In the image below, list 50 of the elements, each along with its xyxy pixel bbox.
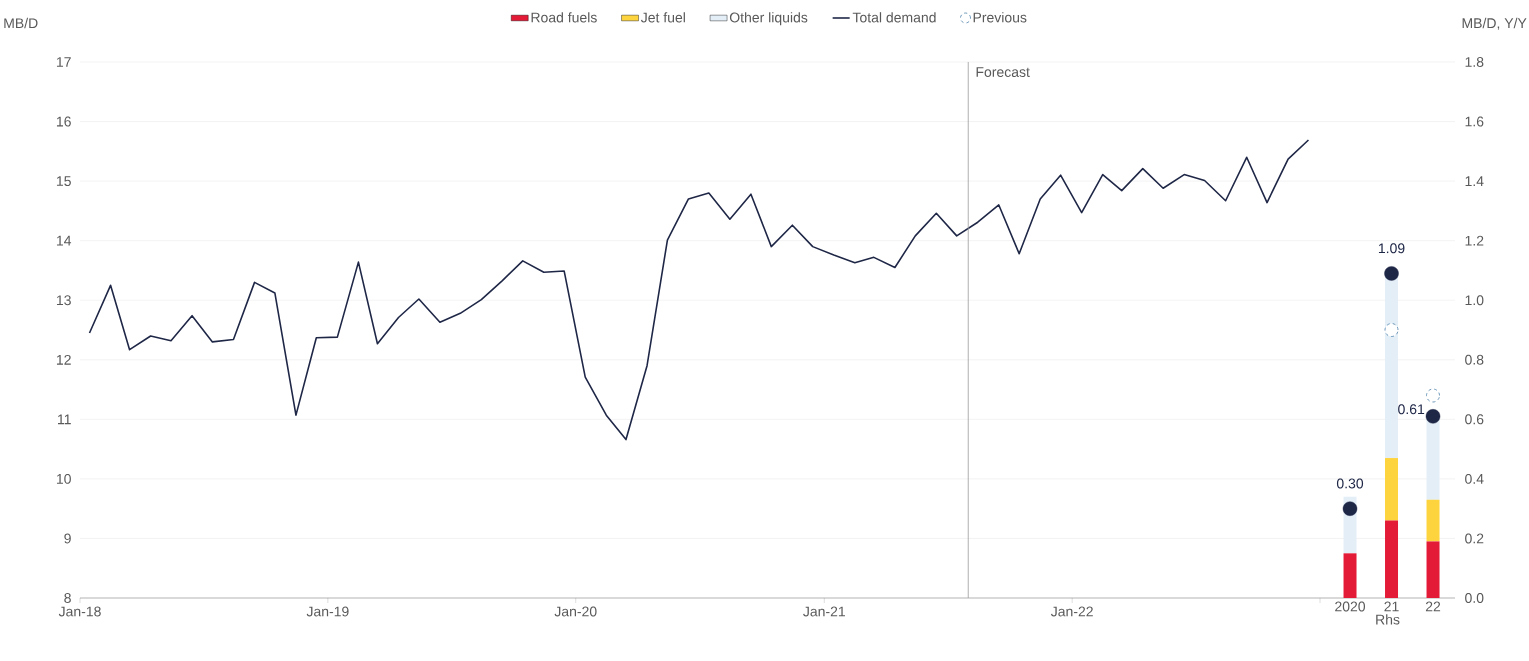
y-tick-label: 1.8 [1465,57,1484,67]
bar [1426,499,1440,542]
y-tick-label: 12 [56,354,71,365]
point [1384,323,1399,337]
x-tick-label: 21 [1384,601,1399,612]
data-label: 0.30 [1336,478,1364,489]
data-label: 0.61 [1398,404,1425,415]
x-tick-label: Jan-20 [554,606,597,617]
bar [1426,541,1440,598]
bar [1343,553,1357,598]
x-tick-label: Jan-21 [803,606,845,617]
legend-label: Total demand [852,12,936,23]
line-series [88,139,1310,441]
y-tick-label: 15 [56,176,71,186]
y-tick-label: 8 [64,593,71,603]
y-tick-label: 14 [56,235,72,246]
y-tick-label: 17 [56,57,71,67]
y-tick-label: 9 [64,533,71,544]
y-tick-label: 1.2 [1465,235,1484,246]
legend-label: Jet fuel [640,12,685,23]
data-label: 1.09 [1378,243,1405,254]
legend-label: Other liquids [729,12,808,26]
x-tick-label: 22 [1425,601,1441,612]
y-tick-label: 0.8 [1465,354,1484,365]
y-tick-label: 16 [56,116,71,127]
y-tick-label: 1.4 [1465,176,1484,186]
y-axis-title: MB/D, Y/Y [1462,17,1527,30]
legend-label: Previous [973,12,1027,23]
y-tick-label: 0.2 [1465,533,1484,544]
y-tick-label: 0.6 [1465,414,1484,425]
y-tick-label: 10 [56,473,71,484]
point [1342,501,1358,516]
point [1384,266,1399,281]
legend-label: Road fuels [531,12,597,23]
y-tick-label: 1.6 [1465,116,1484,127]
x-tick-label: Jan-19 [306,606,349,617]
y-tick-label: 1.0 [1465,295,1484,306]
x-tick-label: Jan-18 [58,606,101,617]
y-axis-title: MB/D [4,17,38,29]
y-tick-label: 13 [56,295,71,306]
y-tick-label: 11 [58,414,71,425]
y-tick-label: 0.0 [1465,593,1484,603]
y-tick-label: 0.4 [1465,473,1484,484]
x-tick-label: Jan-22 [1050,606,1093,617]
x-axis-title: Rhs [1376,614,1400,625]
x-tick-label: 2020 [1335,601,1366,612]
point [1425,409,1441,424]
ref-line-label: Forecast [976,67,1030,77]
bar [1385,458,1399,521]
bar [1385,520,1399,598]
